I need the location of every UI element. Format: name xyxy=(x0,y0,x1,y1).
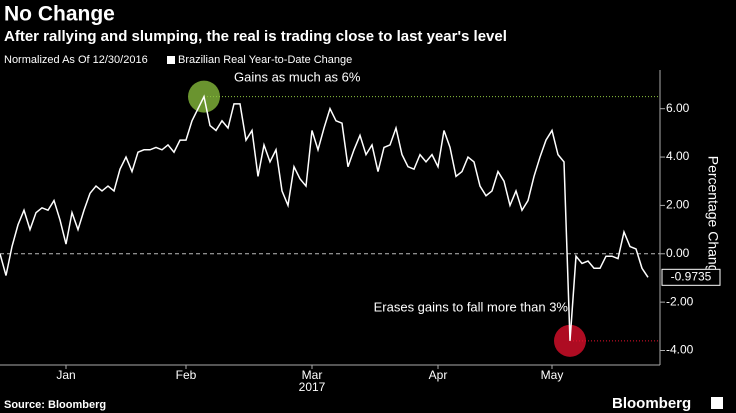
x-tick-label: Jan xyxy=(56,368,75,382)
brand: Bloomberg xyxy=(612,395,691,412)
x-tick-label: May xyxy=(541,368,564,382)
annotation: Erases gains to fall more than 3% xyxy=(374,299,569,314)
value-label: -0.9735 xyxy=(671,269,712,283)
y-tick-label: 6.00 xyxy=(666,101,690,115)
legend-swatch xyxy=(167,56,175,64)
y-tick-label: 0.00 xyxy=(666,246,690,260)
y-tick-label: -4.00 xyxy=(666,343,694,357)
chart-subtitle: After rallying and slumping, the real is… xyxy=(4,28,507,45)
brand-icon xyxy=(711,397,723,409)
chart-title: No Change xyxy=(4,3,115,26)
x-axis-label: 2017 xyxy=(299,380,326,394)
x-tick-label: Apr xyxy=(429,368,448,382)
y-tick-label: 2.00 xyxy=(666,198,690,212)
value-label-box xyxy=(661,268,721,286)
source: Source: Bloomberg xyxy=(4,399,106,411)
line xyxy=(0,94,649,341)
annotation: Gains as much as 6% xyxy=(234,69,361,84)
y-axis-label: Percentage Change xyxy=(705,156,721,281)
y-tick-label: 4.00 xyxy=(666,149,690,163)
note: Normalized As Of 12/30/2016 xyxy=(4,54,148,66)
x-tick-label: Mar xyxy=(302,368,323,382)
legend-label: Brazilian Real Year-to-Date Change xyxy=(178,54,352,66)
y-tick-label: -2.00 xyxy=(666,294,694,308)
x-tick-label: Feb xyxy=(176,368,197,382)
